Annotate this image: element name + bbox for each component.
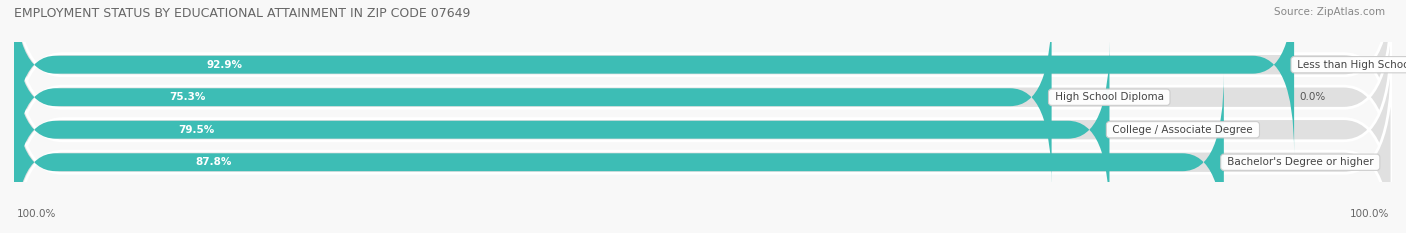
FancyBboxPatch shape xyxy=(14,41,1109,218)
Text: 87.8%: 87.8% xyxy=(195,157,232,167)
Text: College / Associate Degree: College / Associate Degree xyxy=(1109,125,1257,135)
Text: High School Diploma: High School Diploma xyxy=(1052,92,1167,102)
FancyBboxPatch shape xyxy=(14,0,1294,153)
FancyBboxPatch shape xyxy=(14,0,1392,168)
FancyBboxPatch shape xyxy=(14,59,1392,233)
Text: 79.5%: 79.5% xyxy=(179,125,215,135)
Text: Bachelor's Degree or higher: Bachelor's Degree or higher xyxy=(1223,157,1376,167)
FancyBboxPatch shape xyxy=(14,74,1223,233)
Text: Source: ZipAtlas.com: Source: ZipAtlas.com xyxy=(1274,7,1385,17)
Text: Less than High School: Less than High School xyxy=(1294,60,1406,70)
Text: 100.0%: 100.0% xyxy=(17,209,56,219)
Text: 0.0%: 0.0% xyxy=(1299,92,1326,102)
Text: EMPLOYMENT STATUS BY EDUCATIONAL ATTAINMENT IN ZIP CODE 07649: EMPLOYMENT STATUS BY EDUCATIONAL ATTAINM… xyxy=(14,7,471,20)
Text: 100.0%: 100.0% xyxy=(1350,209,1389,219)
FancyBboxPatch shape xyxy=(14,0,1392,200)
Text: 75.3%: 75.3% xyxy=(170,92,207,102)
Text: 92.9%: 92.9% xyxy=(207,60,242,70)
FancyBboxPatch shape xyxy=(14,9,1052,186)
FancyBboxPatch shape xyxy=(14,27,1392,233)
